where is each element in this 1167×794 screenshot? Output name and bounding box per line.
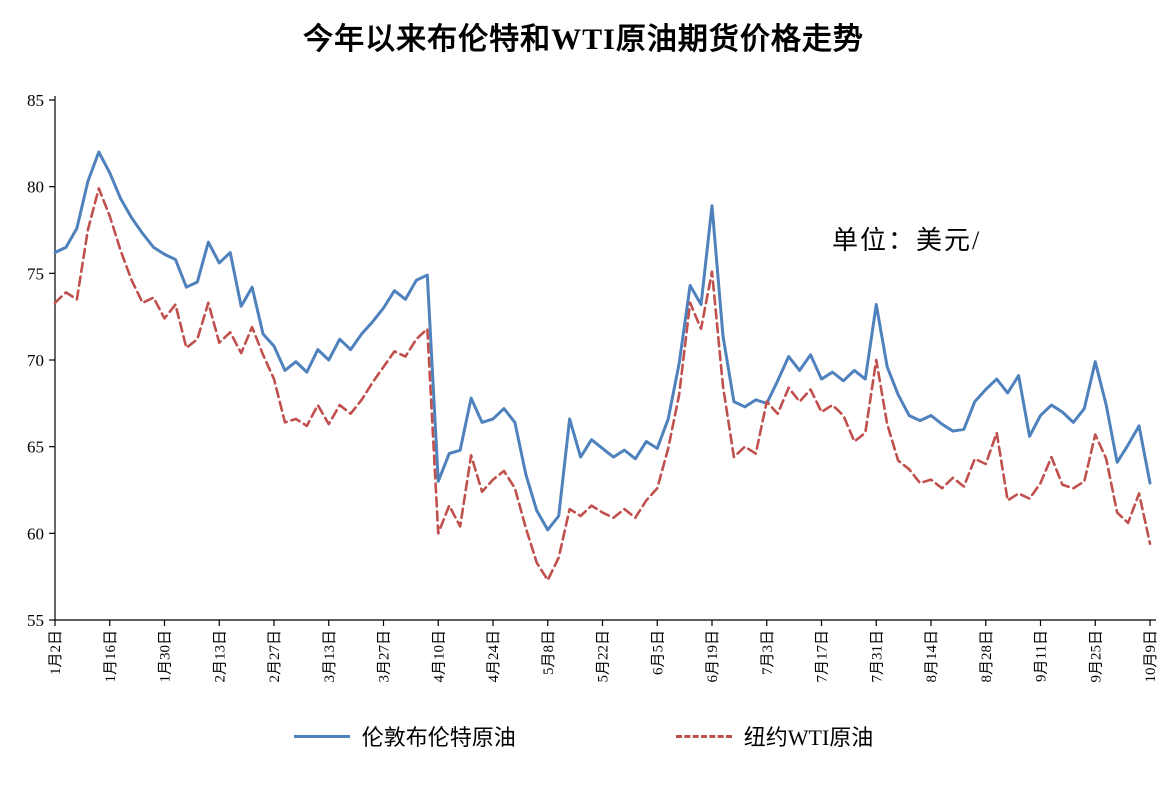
svg-text:65: 65	[27, 438, 44, 457]
svg-text:4月24日: 4月24日	[486, 630, 502, 683]
svg-text:9月25日: 9月25日	[1088, 630, 1104, 683]
svg-text:1月16日: 1月16日	[103, 630, 119, 683]
svg-text:1月2日: 1月2日	[48, 630, 64, 675]
svg-text:9月11日: 9月11日	[1034, 630, 1050, 682]
svg-text:4月10日: 4月10日	[431, 630, 447, 683]
legend-label-brent: 伦敦布伦特原油	[361, 725, 516, 750]
svg-text:75: 75	[27, 264, 44, 283]
legend-label-wti: 纽约WTI原油	[743, 725, 874, 750]
brent-line-swatch	[293, 734, 350, 738]
svg-text:2月13日: 2月13日	[212, 630, 228, 683]
legend-item-wti: 纽约WTI原油	[675, 720, 874, 752]
legend-item-brent: 伦敦布伦特原油	[293, 720, 516, 752]
svg-text:3月13日: 3月13日	[322, 630, 338, 683]
svg-text:2月27日: 2月27日	[267, 630, 283, 683]
svg-text:6月5日: 6月5日	[650, 630, 666, 675]
chart-legend: 伦敦布伦特原油 纽约WTI原油	[0, 720, 1167, 752]
svg-text:7月17日: 7月17日	[815, 630, 831, 683]
wti-line-swatch	[675, 734, 732, 738]
svg-text:8月14日: 8月14日	[924, 630, 940, 683]
svg-text:1月30日: 1月30日	[158, 630, 174, 683]
svg-text:10月9日: 10月9日	[1143, 630, 1159, 683]
svg-text:60: 60	[27, 524, 44, 543]
svg-text:8月28日: 8月28日	[979, 630, 995, 683]
svg-text:7月3日: 7月3日	[760, 630, 776, 675]
svg-text:70: 70	[27, 351, 44, 370]
svg-text:7月31日: 7月31日	[869, 630, 885, 683]
svg-text:6月19日: 6月19日	[705, 630, 721, 683]
svg-text:3月27日: 3月27日	[377, 630, 393, 683]
chart-title: 今年以来布伦特和WTI原油期货价格走势	[303, 23, 864, 56]
svg-text:5月8日: 5月8日	[541, 630, 557, 675]
svg-text:85: 85	[27, 91, 44, 110]
svg-text:55: 55	[27, 611, 44, 630]
svg-text:5月22日: 5月22日	[596, 630, 612, 683]
svg-text:80: 80	[27, 178, 44, 197]
unit-label: 单位：美元/	[832, 226, 982, 255]
